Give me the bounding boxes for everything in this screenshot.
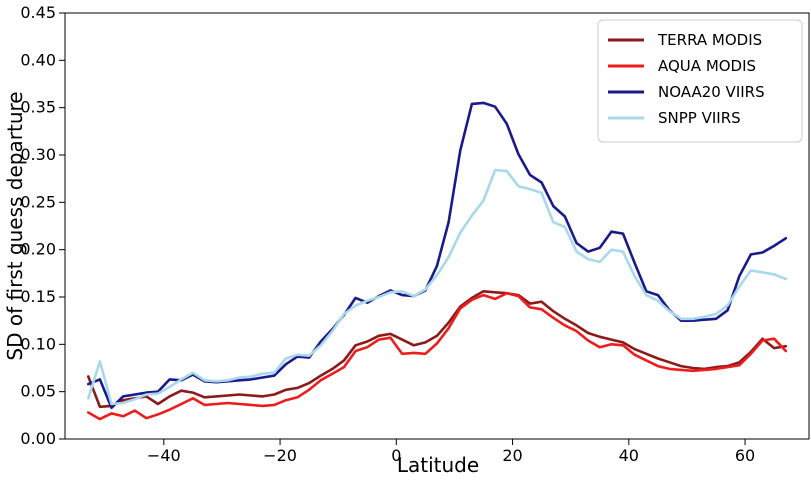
series-lines <box>87 101 788 421</box>
legend-label: SNPP VIIRS <box>658 109 741 127</box>
series-line-noaa20-viirs <box>87 101 788 410</box>
y-tick-label: 0.00 <box>20 429 56 448</box>
legend-label: NOAA20 VIIRS <box>658 83 765 101</box>
y-axis-ticks: 0.00 0.05 0.10 0.15 0.20 0.25 0.30 0.35 0.40 0.45 <box>20 3 65 448</box>
y-tick-label: 0.10 <box>20 334 56 353</box>
series-line-aqua-modis <box>87 291 788 421</box>
y-axis-title: SD of first guess departure <box>3 91 27 360</box>
plot-frame <box>64 12 810 440</box>
y-tick-label: 0.40 <box>20 50 56 69</box>
x-tick-label: −40 <box>147 446 181 465</box>
legend-box <box>597 19 803 143</box>
x-axis-ticks: −40 −20 0 20 40 60 <box>147 439 755 465</box>
y-tick-label: 0.30 <box>20 145 56 164</box>
x-tick-label: 0 <box>391 446 401 465</box>
y-tick-label: 0.15 <box>20 287 56 306</box>
x-tick-label: 60 <box>735 446 755 465</box>
series-line-snpp-viirs <box>87 168 788 406</box>
x-tick-label: 20 <box>502 446 522 465</box>
y-tick-label: 0.25 <box>20 192 56 211</box>
legend: TERRA MODIS AQUA MODIS NOAA20 VIIRS SNPP VI… <box>597 19 803 143</box>
x-tick-label: 40 <box>619 446 639 465</box>
y-tick-label: 0.45 <box>20 3 56 22</box>
x-axis-title: Latitude <box>397 453 479 477</box>
y-tick-label: 0.05 <box>20 382 56 401</box>
y-tick-label: 0.20 <box>20 240 56 259</box>
legend-label: TERRA MODIS <box>657 31 762 49</box>
legend-label: AQUA MODIS <box>658 57 756 75</box>
x-tick-label: −20 <box>263 446 297 465</box>
series-line-terra-modis <box>87 289 788 409</box>
y-tick-label: 0.35 <box>20 98 56 117</box>
